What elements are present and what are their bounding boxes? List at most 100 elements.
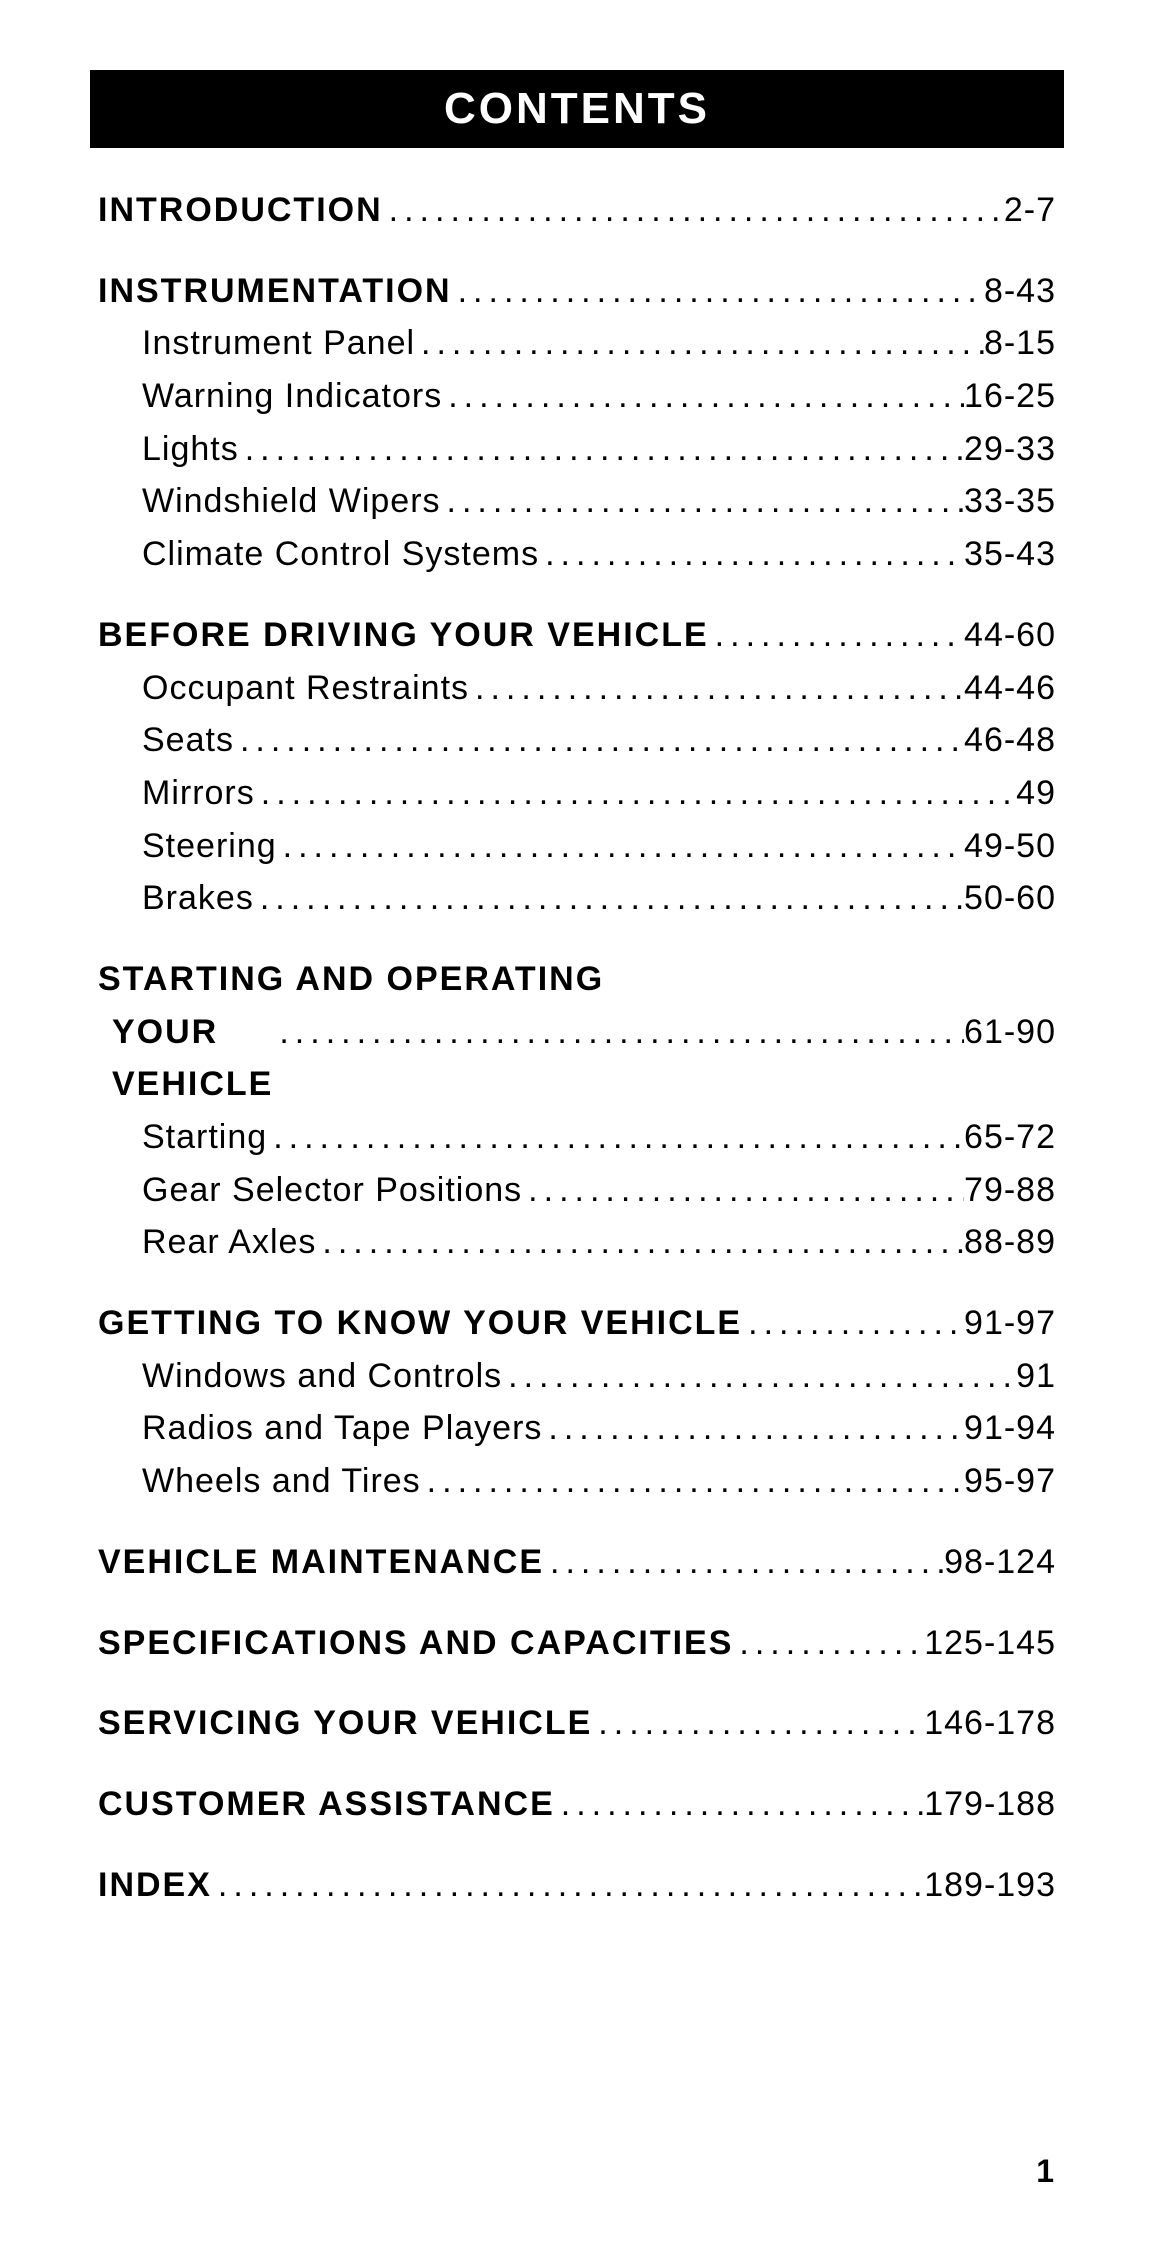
toc-major-row: CUSTOMER ASSISTANCE 179-188: [98, 1778, 1056, 1831]
toc-sub-label: Mirrors: [98, 767, 255, 820]
toc-sub-row: Windshield Wipers 33-35: [98, 475, 1056, 528]
toc-dots: [522, 1164, 964, 1217]
toc-page-range: 50-60: [964, 872, 1056, 925]
toc-dots: [544, 1536, 944, 1589]
toc-dots: [502, 1350, 1016, 1403]
toc-section: BEFORE DRIVING YOUR VEHICLE 44-60 Occupa…: [98, 609, 1056, 925]
toc-dots: [452, 265, 984, 318]
toc-sub-row: Instrument Panel 8-15: [98, 317, 1056, 370]
toc-dots: [415, 317, 984, 370]
toc-page-range: 91: [1016, 1350, 1056, 1403]
toc-sub-label: Warning Indicators: [98, 370, 442, 423]
toc-dots: [277, 820, 964, 873]
toc-page-range: 49-50: [964, 820, 1056, 873]
toc-sub-row: Radios and Tape Players 91-94: [98, 1402, 1056, 1455]
toc-section: INSTRUMENTATION 8-43 Instrument Panel 8-…: [98, 265, 1056, 581]
toc-dots: [555, 1778, 924, 1831]
toc-sub-label: Brakes: [98, 872, 254, 925]
toc-page-range: 44-60: [964, 609, 1056, 662]
toc-major-label: VEHICLE MAINTENANCE: [98, 1536, 544, 1589]
toc-sub-row: Seats 46-48: [98, 714, 1056, 767]
toc-dots: [469, 662, 964, 715]
toc-dots: [212, 1859, 924, 1912]
toc-dots: [539, 528, 964, 581]
toc-page-range: 46-48: [964, 714, 1056, 767]
toc-dots: [542, 1402, 964, 1455]
toc-section: INTRODUCTION 2-7: [98, 184, 1056, 237]
toc-sub-row: Climate Control Systems 35-43: [98, 528, 1056, 581]
toc-major-row: GETTING TO KNOW YOUR VEHICLE 91-97: [98, 1297, 1056, 1350]
toc-major-row: SERVICING YOUR VEHICLE 146-178: [98, 1697, 1056, 1750]
toc-page-range: 8-43: [984, 265, 1056, 318]
toc-major-label: SERVICING YOUR VEHICLE: [98, 1697, 592, 1750]
toc-page-range: 125-145: [924, 1617, 1056, 1670]
toc-dots: [383, 184, 1004, 237]
toc-sub-label: Radios and Tape Players: [98, 1402, 542, 1455]
table-of-contents: INTRODUCTION 2-7 INSTRUMENTATION 8-43 In…: [90, 184, 1064, 1911]
toc-page-range: 35-43: [964, 528, 1056, 581]
toc-dots: [267, 1111, 964, 1164]
toc-page-range: 88-89: [964, 1216, 1056, 1269]
toc-page-range: 61-90: [964, 1006, 1056, 1059]
toc-section: INDEX 189-193: [98, 1859, 1056, 1912]
contents-header: CONTENTS: [90, 70, 1064, 148]
toc-section: GETTING TO KNOW YOUR VEHICLE 91-97 Windo…: [98, 1297, 1056, 1508]
toc-dots: [592, 1697, 924, 1750]
toc-sub-label: Gear Selector Positions: [98, 1164, 522, 1217]
toc-major-label: SPECIFICATIONS AND CAPACITIES: [98, 1617, 733, 1670]
toc-sub-label: Lights: [98, 423, 239, 476]
toc-sub-label: Instrument Panel: [98, 317, 415, 370]
toc-major-row: YOUR VEHICLE 61-90: [98, 1006, 1056, 1111]
toc-sub-label: Steering: [98, 820, 277, 873]
toc-page-range: 91-94: [964, 1402, 1056, 1455]
toc-page-range: 8-15: [984, 317, 1056, 370]
toc-dots: [709, 609, 964, 662]
toc-sub-label: Seats: [98, 714, 234, 767]
toc-dots: [733, 1617, 924, 1670]
toc-section: SERVICING YOUR VEHICLE 146-178: [98, 1697, 1056, 1750]
toc-sub-label: Rear Axles: [98, 1216, 316, 1269]
toc-sub-label: Windows and Controls: [98, 1350, 502, 1403]
toc-dots: [316, 1216, 964, 1269]
toc-dots: [421, 1455, 964, 1508]
toc-major-label: CUSTOMER ASSISTANCE: [98, 1778, 555, 1831]
toc-section: VEHICLE MAINTENANCE 98-124: [98, 1536, 1056, 1589]
toc-sub-row: Rear Axles 88-89: [98, 1216, 1056, 1269]
toc-sub-row: Steering 49-50: [98, 820, 1056, 873]
toc-major-row: INDEX 189-193: [98, 1859, 1056, 1912]
toc-page-range: 33-35: [964, 475, 1056, 528]
toc-dots: [742, 1297, 964, 1350]
toc-dots: [255, 767, 1016, 820]
toc-page-range: 65-72: [964, 1111, 1056, 1164]
toc-page-range: 189-193: [924, 1859, 1056, 1912]
toc-page-range: 79-88: [964, 1164, 1056, 1217]
toc-sub-row: Lights 29-33: [98, 423, 1056, 476]
toc-sub-label: Climate Control Systems: [98, 528, 539, 581]
toc-major-row: INSTRUMENTATION 8-43: [98, 265, 1056, 318]
toc-page-range: 179-188: [924, 1778, 1056, 1831]
toc-major-row: BEFORE DRIVING YOUR VEHICLE 44-60: [98, 609, 1056, 662]
toc-major-row: VEHICLE MAINTENANCE 98-124: [98, 1536, 1056, 1589]
toc-dots: [254, 872, 964, 925]
toc-dots: [273, 1006, 964, 1059]
toc-dots: [239, 423, 964, 476]
toc-page-range: 95-97: [964, 1455, 1056, 1508]
toc-major-label-line1: STARTING AND OPERATING: [98, 953, 1056, 1006]
toc-sub-label: Occupant Restraints: [98, 662, 469, 715]
toc-section: CUSTOMER ASSISTANCE 179-188: [98, 1778, 1056, 1831]
toc-major-label: INTRODUCTION: [98, 184, 383, 237]
toc-major-label: BEFORE DRIVING YOUR VEHICLE: [98, 609, 709, 662]
toc-major-label: INDEX: [98, 1859, 212, 1912]
toc-sub-label: Windshield Wipers: [98, 475, 441, 528]
toc-page-range: 44-46: [964, 662, 1056, 715]
toc-page-range: 2-7: [1004, 184, 1056, 237]
toc-dots: [234, 714, 964, 767]
toc-major-label-line2: YOUR VEHICLE: [112, 1006, 273, 1111]
toc-dots: [442, 370, 964, 423]
toc-section: SPECIFICATIONS AND CAPACITIES 125-145: [98, 1617, 1056, 1670]
toc-page-range: 16-25: [964, 370, 1056, 423]
toc-page-range: 98-124: [944, 1536, 1056, 1589]
toc-major-label: GETTING TO KNOW YOUR VEHICLE: [98, 1297, 742, 1350]
toc-major-label: INSTRUMENTATION: [98, 265, 452, 318]
toc-sub-row: Occupant Restraints 44-46: [98, 662, 1056, 715]
